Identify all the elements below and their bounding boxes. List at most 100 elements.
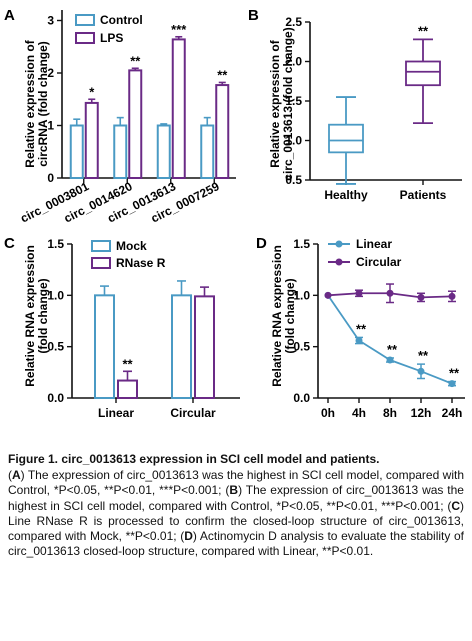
panel-b-x-tick-label: Healthy (324, 188, 368, 202)
panel-b-letter: B (248, 7, 259, 24)
panel-b-y-tick-label: 1.5 (285, 94, 302, 108)
panel-b-y-tick-label: 2.5 (285, 15, 302, 29)
bar-control-circ_0007259 (200, 124, 215, 179)
bar-mock-linear (94, 294, 115, 400)
legend-swatch-control (75, 14, 95, 26)
bar-control-circ_0003801 (69, 124, 84, 179)
panel-a-y-tick-label: 1 (47, 119, 54, 133)
significance-marker: ** (217, 67, 228, 82)
panel-d-x-tick-label: 0h (321, 406, 335, 420)
significance-marker: * (89, 84, 95, 99)
bar-rnase-r-linear (117, 379, 138, 399)
point-linear-4h (355, 337, 363, 345)
box-Patients (405, 60, 441, 87)
caption-b-label: B (229, 483, 239, 498)
bar-control-circ_0013613 (156, 124, 171, 179)
legend-swatch-lps (75, 32, 95, 44)
panel-b-y-tick-label: 2.0 (285, 55, 302, 69)
bar-lps-circ_0003801 (84, 101, 99, 179)
panel-d-marks: ** ** ** ** (324, 283, 460, 388)
significance-marker: ** (418, 348, 429, 363)
legend-label-lps: LPS (100, 31, 123, 45)
legend-label-mock: Mock (116, 239, 147, 253)
panel-a-y-tick-label: 0 (47, 171, 54, 185)
point-linear-12h (417, 367, 425, 375)
significance-marker: *** (171, 22, 187, 37)
bar-rnase-r-circular (194, 295, 215, 399)
legend-marker-linear (335, 240, 343, 248)
panel-a-ylabel-line1: Relative expression of (23, 39, 37, 167)
panel-d-x-tick-label: 8h (383, 406, 397, 420)
legend-label-control: Control (100, 13, 143, 27)
point-circular-24h (448, 292, 456, 300)
point-circular-8h (386, 289, 394, 297)
significance-marker: ** (122, 356, 133, 371)
box-Healthy (328, 123, 364, 154)
panel-d-ylabel-line1: Relative RNA expression (270, 245, 284, 387)
legend-marker-circular (335, 258, 343, 266)
panel-b-marks: ** (328, 23, 441, 185)
panel-a-marks: ******** (69, 22, 230, 180)
point-circular-4h (355, 289, 363, 297)
panel-c-y-tick-label: 1.5 (47, 237, 64, 251)
panel-b-y-tick-label: 0.5 (285, 173, 302, 187)
point-linear-24h (448, 380, 456, 388)
panel-b-x-tick-label: Patients (400, 188, 447, 202)
point-linear-8h (386, 356, 394, 364)
panel-b-y-tick-label: 1.0 (285, 134, 302, 148)
caption-a-label: A (12, 468, 21, 483)
caption-c-text: Line RNase R is processed to confirm the… (8, 513, 464, 544)
panel-d-y-tick-label: 1.0 (293, 288, 310, 302)
panel-d-x-tick-label: 24h (442, 406, 463, 420)
legend-label-linear: Linear (356, 237, 392, 251)
figure-caption: Figure 1. circ_0013613 expression in SCI… (8, 452, 464, 559)
panel-d-ylabel-line2: (fold change) (283, 278, 297, 353)
panel-a-ylabel-line2: circRNA (fold change) (36, 41, 50, 167)
line-linear (327, 294, 453, 385)
bar-mock-circular (171, 294, 192, 400)
panel-c-y-tick-label: 0.0 (47, 391, 64, 405)
panel-a-legend: Control LPS (75, 13, 143, 45)
panel-c-x-tick-label: Circular (170, 406, 216, 420)
bar-lps-circ_0007259 (215, 84, 230, 179)
panel-d-x-tick-label: 4h (352, 406, 366, 420)
significance-marker: ** (418, 23, 429, 38)
panel-c-y-tick-label: 1.0 (47, 288, 64, 302)
panel-a-y-tick-label: 2 (47, 66, 54, 80)
point-circular-0h (324, 291, 332, 299)
panel-a-axes: 0123circ_0003801circ_0014620circ_0013613… (18, 10, 236, 226)
bar-lps-circ_0013613 (171, 38, 186, 180)
significance-marker: ** (130, 53, 141, 68)
panel-d-y-tick-label: 1.5 (293, 237, 310, 251)
panel-a-y-tick-label: 3 (47, 14, 54, 28)
significance-marker: ** (356, 321, 367, 336)
legend-label-circular: Circular (356, 255, 402, 269)
panel-b: B Relative expression of circ_0013613 (f… (248, 7, 462, 202)
bar-control-circ_0014620 (113, 124, 128, 179)
panel-b-ylabel-line2: circ_0013613 (fold change) (281, 27, 295, 180)
caption-title: Figure 1. circ_0013613 expression in SCI… (8, 452, 380, 466)
panel-c-ylabel-line1: Relative RNA expression (23, 245, 37, 387)
panel-d-legend: Linear Circular (328, 237, 402, 269)
panel-c: C Relative RNA expression (fold change) … (4, 235, 240, 420)
caption-a-text: The expression of circ_0013613 was the h… (8, 468, 464, 498)
legend-swatch-mock (91, 240, 111, 252)
panel-c-y-tick-label: 0.5 (47, 340, 64, 354)
legend-swatch-rnase-r (91, 257, 111, 269)
panel-c-marks: ** (94, 280, 215, 400)
panel-a-letter: A (4, 7, 15, 24)
panel-c-x-tick-label: Linear (98, 406, 134, 420)
caption-b-text: The expression of circ_0013613 was the h… (8, 483, 464, 513)
point-circular-12h (417, 293, 425, 301)
panel-c-ylabel-line2: (fold change) (36, 278, 50, 353)
bar-lps-circ_0014620 (128, 69, 143, 179)
panel-c-letter: C (4, 235, 15, 252)
figure-canvas: A Relative expression of circRNA (fold c… (4, 7, 465, 420)
panel-c-legend: Mock RNase R (91, 239, 166, 270)
panel-d-axes: 0.0 0.5 1.0 1.5 0h 4h 8h 12h 24h (293, 237, 465, 420)
legend-label-rnase-r: RNase R (116, 256, 166, 270)
panel-d-y-tick-label: 0.0 (293, 391, 310, 405)
significance-marker: ** (449, 366, 460, 381)
caption-d-label: D (184, 529, 193, 544)
panel-d-y-tick-label: 0.5 (293, 340, 310, 354)
